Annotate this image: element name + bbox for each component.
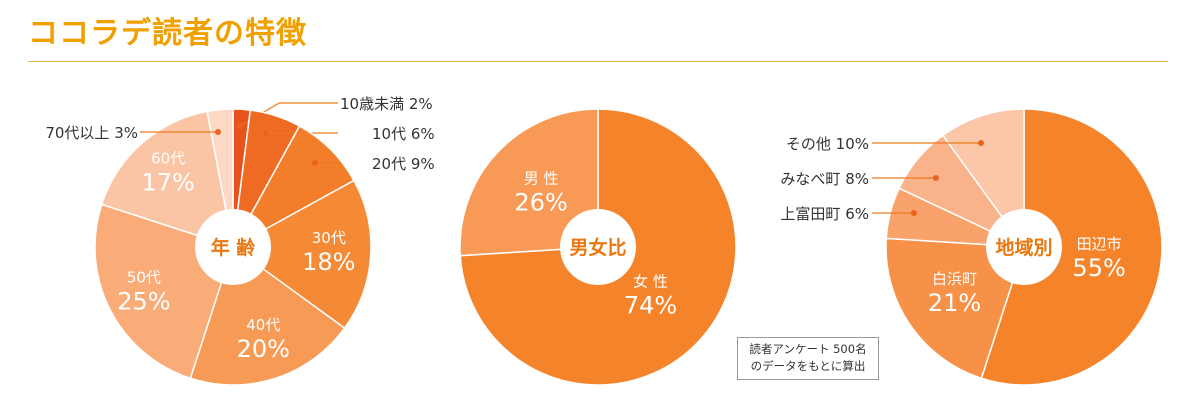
pie-3-slice-5-leader-dot	[978, 140, 984, 146]
pie-1-slice-5-label: 40代	[246, 316, 280, 334]
pie-2-slice-1-label: 女 性	[633, 272, 668, 290]
pie-2-slice-2-label: 男 性	[524, 170, 559, 188]
pie-3-slice-1-value: 55%	[1072, 254, 1125, 282]
page-title: ココラデ読者の特徴	[28, 16, 307, 51]
pie-1-slice-3-label: 20代 9%	[372, 155, 435, 173]
pie-1-slice-8-leader-dot	[215, 129, 221, 135]
pie-3-slice-1-label: 田辺市	[1077, 235, 1122, 253]
pie-3-slice-3-label: 上富田町 6%	[780, 205, 869, 223]
pie-1-slice-7	[100, 110, 234, 249]
survey-note-line2: のデータをもとに算出	[750, 359, 866, 373]
pie-3-center-label: 地域別	[995, 236, 1052, 259]
pie-1-slice-1-leader-dot	[237, 123, 243, 129]
pie-1-slice-4	[231, 179, 372, 330]
pie-1-slice-6-value: 25%	[117, 287, 170, 315]
pie-1-slice-2-label: 10代 6%	[372, 125, 435, 143]
pie-1-center-hole	[195, 209, 271, 285]
pie-1-slice-3-leader-dot	[312, 160, 318, 166]
survey-note-line1: 読者アンケート 500名	[749, 342, 867, 356]
pie-chart-2: 女 性74% 男 性26%男女比	[459, 108, 737, 386]
title-divider	[28, 61, 1168, 62]
pie-3-slice-3-leader-dot	[911, 210, 917, 216]
pie-2-center-hole	[560, 209, 636, 285]
pie-1-slice-8-label: 70代以上 3%	[45, 124, 138, 142]
pie-1-slice-2-leader-dot	[263, 130, 269, 136]
pie-3-slice-2	[885, 237, 1026, 380]
pie-3-center-hole	[986, 209, 1062, 285]
pie-3-slice-1	[980, 108, 1163, 386]
pie-1-slice-7-label: 60代	[151, 150, 185, 168]
pie-1-slice-1-label: 10歳未満 2%	[340, 95, 433, 113]
pie-2-slice-2-value: 26%	[514, 189, 567, 217]
pie-3-slice-2-value: 21%	[928, 289, 981, 317]
pie-3-slice-4-label: みなべ町 8%	[780, 170, 869, 188]
pie-1-slice-7-value: 17%	[142, 169, 195, 197]
pie-1-slice-6-label: 50代	[127, 268, 161, 286]
pie-2-center-label: 男女比	[569, 236, 626, 259]
pie-1-slice-5-value: 20%	[237, 335, 290, 363]
pie-1-slice-4-value: 18%	[302, 248, 355, 276]
pie-3-slice-2-label: 白浜町	[932, 270, 977, 288]
pie-3-slice-5-label: その他 10%	[786, 135, 869, 153]
pie-3-slice-4-leader-dot	[933, 175, 939, 181]
pie-1-center-label: 年 齢	[211, 236, 257, 259]
pie-1-slice-4-label: 30代	[312, 229, 346, 247]
pie-2-slice-1-value: 74%	[624, 291, 677, 319]
survey-note: 読者アンケート 500名 のデータをもとに算出	[737, 337, 879, 380]
pie-2-slice-2	[459, 108, 599, 257]
